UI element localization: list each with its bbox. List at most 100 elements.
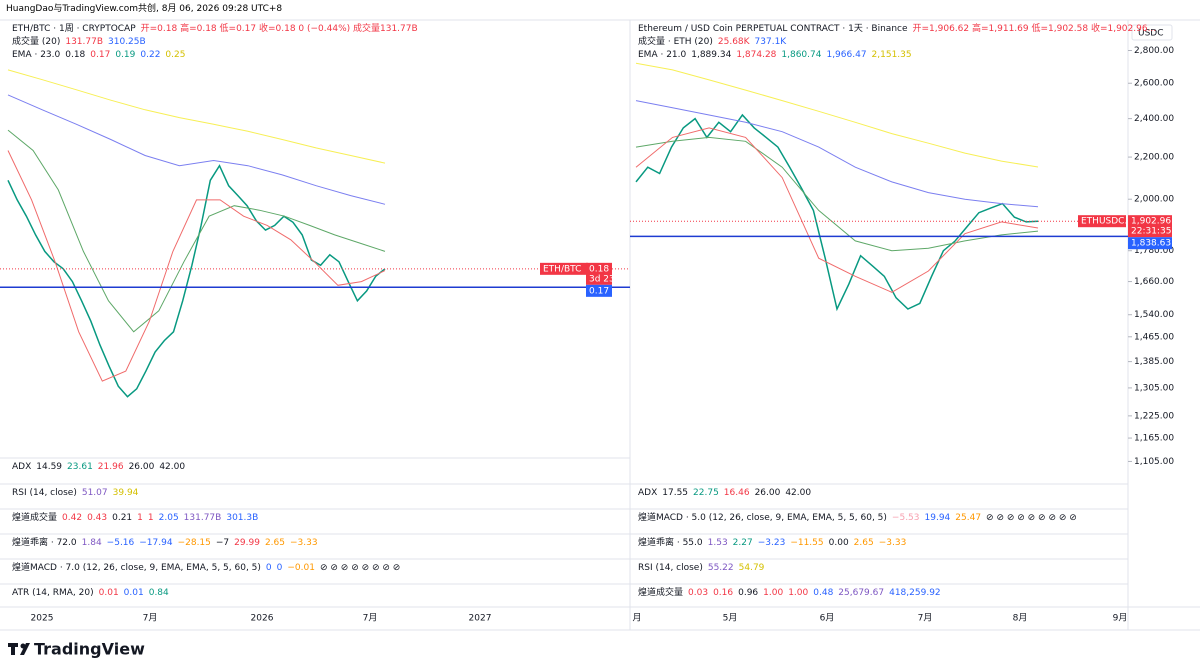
legend-token: 26.00 — [128, 462, 155, 472]
legend-token: 0 — [276, 563, 283, 573]
time-label: 7月 — [143, 613, 158, 624]
time-label: 2025 — [31, 614, 54, 624]
legend-token: 0 — [265, 563, 272, 573]
y-tick-label: 1,225.00 — [1134, 411, 1174, 421]
legend-token: 22.75 — [693, 488, 719, 498]
legend-token: −28.15 — [177, 538, 211, 548]
indicator-row: 煌道成交量 0.42 0.43 0.21 1 1 2.05 131.77B 301.3B — [12, 513, 263, 524]
countdown-label: 22:31:35 — [1131, 227, 1171, 237]
tag-box — [1078, 215, 1126, 228]
footer-logo-text: TradingView — [34, 640, 145, 659]
y-tick-label: 2,200.00 — [1134, 153, 1174, 163]
legend-token: −3.23 — [757, 538, 786, 548]
legend-token: 26.00 — [754, 488, 781, 498]
time-label: 2027 — [469, 614, 492, 624]
time-label: 7月 — [918, 613, 933, 624]
legend-row: EMA · 21.0 1,889.34 1,874.28 1,860.74 1,966.… — [638, 50, 917, 61]
legend-token: 0.25 — [165, 50, 186, 60]
last-price-label: 0.18 — [589, 264, 609, 274]
legend-token: −7 — [215, 538, 230, 548]
unit-label: USDC — [1138, 29, 1164, 39]
y-tick-label: 1,165.00 — [1134, 434, 1174, 444]
time-label: 月 — [632, 613, 641, 624]
legend-token: 0.96 — [738, 588, 759, 598]
legend-token: 418,259.92 — [889, 588, 941, 598]
legend-token: 2,151.35 — [871, 50, 912, 60]
y-tick-label: 2,800.00 — [1134, 46, 1174, 56]
legend-token: 23.61 — [67, 462, 93, 472]
indicator-row: 煌道MACD · 7.0 (12, 26, close, 9, EMA, EMA… — [12, 563, 405, 574]
legend-token: 0.16 — [713, 588, 734, 598]
legend-token: 2.05 — [158, 513, 179, 523]
legend-token: 16.46 — [723, 488, 750, 498]
legend-token: 19.94 — [924, 513, 951, 523]
legend-token: 1.00 — [788, 588, 809, 598]
y-tick-label: 2,600.00 — [1134, 79, 1174, 89]
legend-token: Ethereum / USD Coin PERPETUAL CONTRACT ·… — [638, 24, 908, 34]
legend-token: ETH/BTC · 1周 · CRYPTOCAP — [12, 24, 136, 34]
time-label: 5月 — [723, 613, 738, 624]
time-label: 7月 — [363, 613, 378, 624]
legend-token: ADX — [12, 462, 32, 472]
legend-row: 成交量 · ETH (20) 25.68K 737.1K — [638, 37, 791, 48]
legend-token: 0.43 — [87, 513, 108, 523]
y-tick-label: 1,105.00 — [1134, 457, 1174, 467]
price-line — [7, 69, 386, 164]
legend-token: 51.07 — [81, 488, 108, 498]
level-label: 1,838.63 — [1131, 239, 1171, 249]
legend-token: 0.03 — [688, 588, 709, 598]
legend-token: EMA · 21.0 — [638, 50, 687, 60]
legend-token: 737.1K — [754, 37, 787, 47]
tag-box — [540, 262, 588, 275]
legend-token: −5.53 — [891, 513, 920, 523]
countdown-label: 3d 23h — [589, 274, 620, 284]
legend-token: 55.22 — [707, 563, 734, 573]
level-tag-box — [1128, 237, 1172, 250]
legend-token: 54.79 — [738, 563, 765, 573]
legend-token: −17.94 — [139, 538, 173, 548]
legend-token: 301.3B — [226, 513, 259, 523]
y-tick-label: 1,780.00 — [1134, 246, 1174, 256]
legend-token: 0.17 — [90, 50, 111, 60]
legend-token: 2.27 — [732, 538, 753, 548]
legend-token: 310.25B — [108, 37, 146, 47]
price-line — [7, 150, 386, 382]
last-price-label: 1,902.96 — [1131, 217, 1171, 227]
indicator-row: 煌道乖离 · 55.0 1.53 2.27 −3.23 −11.55 0.00 2.65 −3… — [638, 538, 911, 549]
y-tick-label: 1,385.00 — [1134, 357, 1174, 367]
legend-token: 1.00 — [763, 588, 784, 598]
legend-token: 21.96 — [97, 462, 124, 472]
legend-token: 0.01 — [98, 588, 119, 598]
legend-token: ⊘ ⊘ ⊘ ⊘ ⊘ ⊘ ⊘ ⊘ — [319, 563, 401, 573]
y-tick-label: 1,540.00 — [1134, 310, 1174, 320]
legend-row: EMA · 23.0 0.18 0.17 0.19 0.22 0.25 — [12, 50, 190, 61]
unit-box — [1131, 24, 1173, 41]
legend-token: 开=0.18 高=0.18 低=0.17 收=0.18 0 (−0.44%) 成… — [140, 24, 418, 34]
legend-token: 39.94 — [112, 488, 139, 498]
y-tick-label: 2,000.00 — [1134, 195, 1174, 205]
price-line — [635, 100, 1039, 208]
indicator-row: 煌道MACD · 5.0 (12, 26, close, 9, EMA, EMA… — [638, 513, 1082, 524]
y-tick-label: 1,305.00 — [1134, 383, 1174, 393]
legend-token: 42.00 — [785, 488, 812, 498]
price-line — [7, 94, 386, 205]
legend-token: 2.65 — [264, 538, 285, 548]
logo — [8, 643, 30, 655]
price-line — [635, 113, 1039, 312]
legend-token: 25,679.67 — [838, 588, 885, 598]
legend-token: −3.33 — [289, 538, 318, 548]
legend-token: 25.47 — [955, 513, 982, 523]
indicator-row: ADX 17.55 22.75 16.46 26.00 42.00 — [638, 488, 816, 499]
legend-token: 1.53 — [707, 538, 728, 548]
legend-token: 1,874.28 — [736, 50, 777, 60]
price-tag-box — [586, 262, 612, 285]
time-label: 8月 — [1013, 613, 1028, 624]
legend-token: 煌道乖离 · 55.0 — [638, 538, 703, 548]
legend-token: 成交量 · ETH (20) — [638, 37, 713, 47]
legend-token: 0.42 — [62, 513, 83, 523]
legend-token: 开=1,906.62 高=1,911.69 低=1,902.58 收=1,902… — [912, 24, 1157, 34]
legend-token: 0.48 — [813, 588, 834, 598]
legend-token: 1 — [147, 513, 154, 523]
